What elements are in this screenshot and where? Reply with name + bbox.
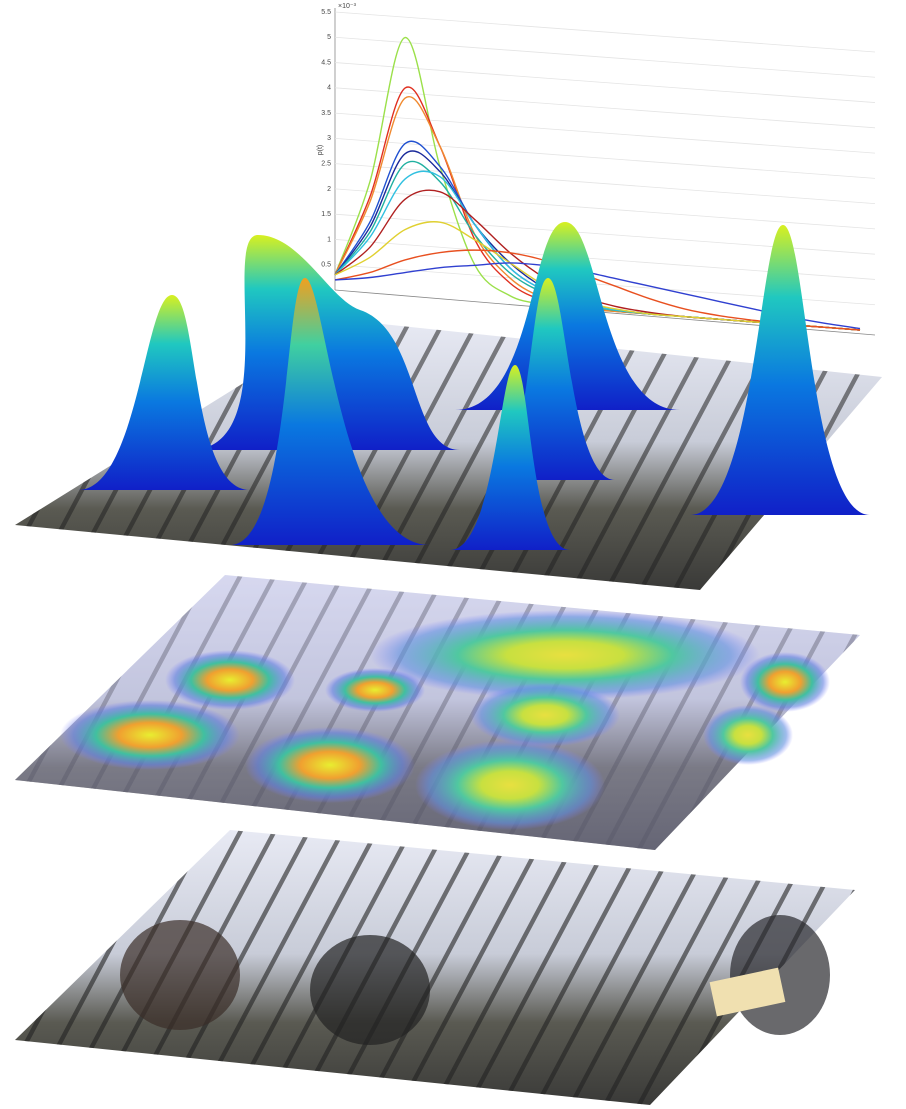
peak — [455, 222, 680, 410]
y-tick-label: 3 — [327, 135, 331, 142]
grid-line — [334, 112, 876, 154]
heat-blob — [470, 683, 620, 747]
grid-line — [334, 188, 876, 230]
people — [310, 935, 430, 1045]
heat-blob — [415, 740, 605, 830]
y-tick-label: 5.5 — [321, 9, 331, 16]
heat-blob — [703, 705, 793, 765]
top-plane — [15, 320, 882, 590]
photo-plane-bottom — [15, 830, 855, 1105]
y-tick-label: 3.5 — [321, 110, 331, 117]
y-exponent: ×10⁻³ — [338, 3, 357, 10]
grid-line — [334, 11, 876, 53]
grid-line — [334, 87, 876, 129]
grid-line — [334, 163, 876, 205]
y-tick-label: 1 — [327, 236, 331, 243]
y-tick-label: 2.5 — [321, 160, 331, 167]
heat-blob — [740, 652, 830, 712]
fence — [15, 830, 855, 1105]
grid-line — [334, 62, 876, 103]
y-tick-label: 2 — [327, 186, 331, 193]
people — [120, 920, 240, 1030]
heat-blob — [325, 668, 425, 712]
grid-line — [334, 36, 876, 78]
heat-blob — [245, 727, 415, 803]
chart-panel — [335, 8, 875, 335]
fence — [15, 320, 882, 590]
heat-blob — [165, 650, 295, 710]
y-tick-label: 1.5 — [321, 211, 331, 218]
y-tick-label: 4.5 — [321, 59, 331, 66]
y-axis-label: p(t) — [317, 145, 324, 156]
heatmap-plane — [15, 575, 860, 850]
peak — [230, 278, 430, 545]
peak — [450, 365, 570, 550]
peak — [690, 225, 870, 515]
grid-line — [334, 137, 876, 179]
heat-blob — [60, 700, 240, 770]
y-tick-label: 0.5 — [321, 262, 331, 269]
heat-blob — [370, 610, 760, 700]
sign — [709, 967, 786, 1017]
peak — [78, 295, 250, 490]
density-surfaces — [78, 222, 870, 550]
y-tick-label: 4 — [327, 85, 331, 92]
y-tick-label: 5 — [327, 34, 331, 41]
